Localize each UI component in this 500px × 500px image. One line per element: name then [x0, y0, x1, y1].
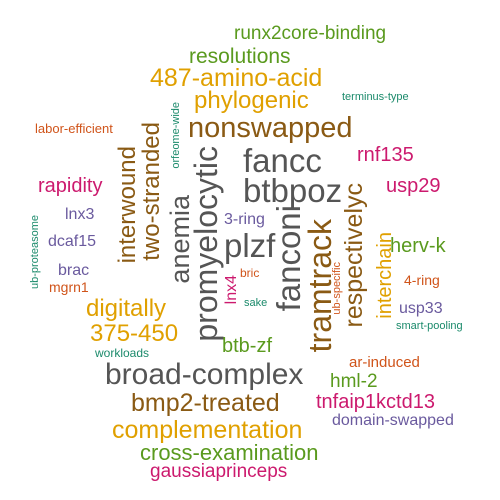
word-gaussiaprinceps: gaussiaprinceps	[150, 461, 288, 482]
word-4-ring: 4-ring	[404, 272, 440, 288]
word-resolutions: resolutions	[189, 45, 291, 68]
word-cross-examination: cross-examination	[140, 440, 319, 465]
word-ub-proteasome: ub-proteasome	[29, 215, 41, 289]
word-bric: bric	[240, 266, 260, 280]
word-terminus-type: terminus-type	[342, 91, 409, 103]
word-bmp2-treated: bmp2-treated	[131, 389, 280, 417]
word-digitally: digitally	[86, 295, 167, 322]
word-ar-induced: ar-induced	[349, 354, 420, 371]
word-3-ring: 3-ring	[224, 211, 265, 228]
word-smart-pooling: smart-pooling	[396, 320, 463, 332]
word-btb-zf: btb-zf	[222, 335, 273, 357]
word-domain-swapped: domain-swapped	[332, 412, 454, 429]
word-fanconi: fanconi	[270, 205, 307, 312]
word-sake: sake	[244, 297, 268, 309]
word-lnx4: lnx4	[223, 275, 240, 305]
word-herv-k: herv-k	[390, 235, 446, 257]
word-workloads: workloads	[95, 346, 150, 360]
word-rapidity: rapidity	[38, 175, 103, 197]
word-usp33: usp33	[399, 300, 443, 317]
word-tnfaip1kctd13: tnfaip1kctd13	[316, 391, 435, 413]
word-dcaf15: dcaf15	[48, 233, 97, 250]
word-ub-specific: ub-specific	[331, 262, 343, 315]
word-hml-2: hml-2	[330, 371, 378, 392]
word-orfeome-wide: orfeome-wide	[170, 102, 182, 169]
word-brac: brac	[58, 262, 90, 279]
word-rnf135: rnf135	[357, 144, 414, 166]
word-487-amino-acid: 487-amino-acid	[150, 64, 323, 92]
word-runx2core-binding: runx2core-binding	[234, 23, 387, 44]
word-promyelocytic: promyelocytic	[188, 146, 224, 342]
word-phylogenic: phylogenic	[194, 87, 309, 114]
word-usp29: usp29	[386, 175, 441, 197]
word-labor-efficient: labor-efficient	[35, 121, 113, 136]
word-broad-complex: broad-complex	[105, 358, 304, 391]
word-mgrn1: mgrn1	[49, 279, 89, 295]
word-interwound: interwound	[114, 146, 141, 264]
word-lnx3: lnx3	[65, 206, 95, 223]
word-plzf: plzf	[224, 227, 276, 264]
word-fancc: fancc	[243, 142, 322, 179]
word-respectivelyc: respectivelyc	[340, 183, 368, 328]
word-two-stranded: two-stranded	[138, 122, 165, 261]
word-nonswapped: nonswapped	[188, 112, 353, 144]
word-complementation: complementation	[112, 416, 303, 444]
word-btbpoz: btbpoz	[243, 172, 343, 209]
word-375-450: 375-450	[90, 320, 179, 347]
